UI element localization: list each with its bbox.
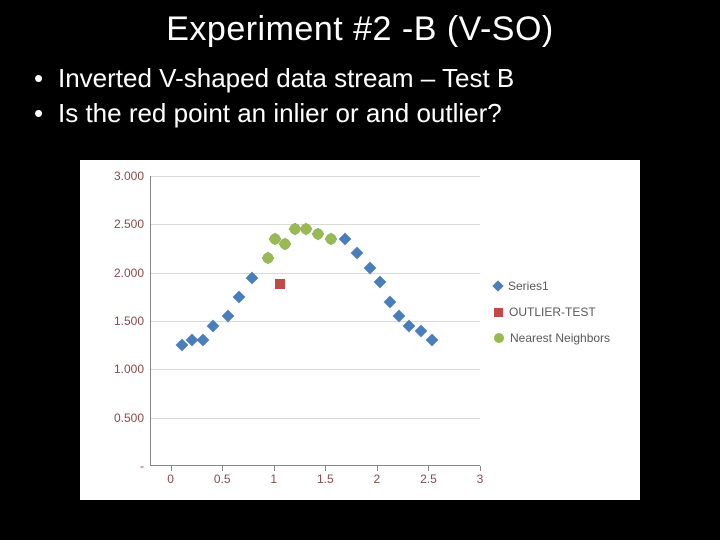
- x-tick-label: 1: [270, 472, 277, 486]
- x-tick-mark: [325, 466, 326, 471]
- x-tick-mark: [274, 466, 275, 471]
- bullet-item: Is the red point an inlier or and outlie…: [30, 96, 690, 131]
- data-point: [425, 334, 438, 347]
- gridline: [151, 273, 480, 274]
- bullet-item: Inverted V-shaped data stream – Test B: [30, 61, 690, 96]
- data-point: [313, 229, 324, 240]
- gridline: [151, 321, 480, 322]
- data-point: [384, 295, 397, 308]
- x-tick-label: 0: [167, 472, 174, 486]
- data-point: [300, 224, 311, 235]
- chart-legend: Series1 OUTLIER-TEST Nearest Neighbors: [494, 278, 610, 356]
- legend-label: Series1: [508, 279, 549, 293]
- legend-item: Series1: [494, 278, 610, 294]
- data-point: [262, 253, 273, 264]
- x-tick-label: 3: [477, 472, 484, 486]
- y-tick-label: 1.500: [88, 314, 144, 328]
- gridline: [151, 176, 480, 177]
- data-point: [415, 324, 428, 337]
- square-icon: [494, 308, 503, 317]
- data-point: [196, 334, 209, 347]
- x-tick-label: 0.5: [214, 472, 231, 486]
- x-tick-label: 2: [374, 472, 381, 486]
- scatter-chart: - 0.500 1.000 1.500 2.000 2.500 3.000 0 0.5 1 1.5…: [80, 160, 640, 500]
- y-tick-label: 3.000: [88, 169, 144, 183]
- x-tick-mark: [480, 466, 481, 471]
- x-tick-label: 2.5: [420, 472, 437, 486]
- x-tick-label: 1.5: [317, 472, 334, 486]
- circle-icon: [494, 333, 504, 343]
- gridline: [151, 369, 480, 370]
- x-tick-mark: [377, 466, 378, 471]
- diamond-icon: [492, 280, 503, 291]
- legend-item: OUTLIER-TEST: [494, 304, 610, 320]
- plot-area: [150, 176, 480, 466]
- x-tick-mark: [171, 466, 172, 471]
- gridline: [151, 418, 480, 419]
- y-tick-label: -: [88, 459, 144, 473]
- y-tick-label: 2.500: [88, 217, 144, 231]
- x-tick-mark: [222, 466, 223, 471]
- y-tick-label: 0.500: [88, 411, 144, 425]
- data-point: [351, 247, 364, 260]
- legend-label: Nearest Neighbors: [510, 331, 610, 345]
- gridline: [151, 224, 480, 225]
- data-point: [374, 276, 387, 289]
- slide-title: Experiment #2 -B (V-SO): [0, 0, 720, 49]
- data-point: [232, 290, 245, 303]
- y-tick-label: 1.000: [88, 362, 144, 376]
- x-tick-mark: [428, 466, 429, 471]
- data-point: [275, 279, 285, 289]
- data-point: [326, 233, 337, 244]
- y-tick-label: 2.000: [88, 266, 144, 280]
- legend-item: Nearest Neighbors: [494, 330, 610, 346]
- data-point: [280, 238, 291, 249]
- bullet-list: Inverted V-shaped data stream – Test B I…: [0, 49, 720, 131]
- legend-label: OUTLIER-TEST: [509, 305, 596, 319]
- data-point: [339, 232, 352, 245]
